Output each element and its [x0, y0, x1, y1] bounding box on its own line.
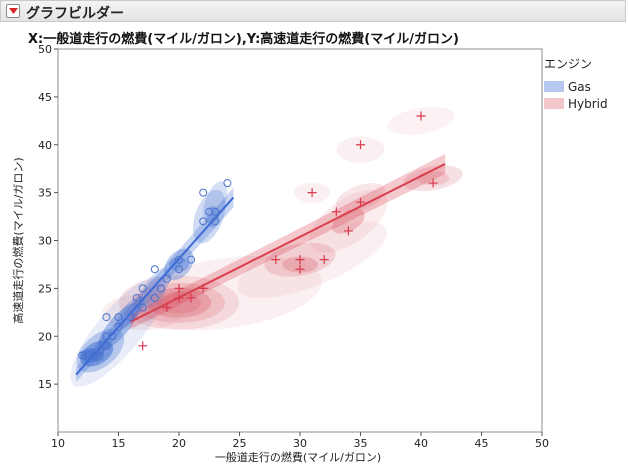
gas-point [102, 332, 111, 341]
y-axis-label: 高速道走行の燃費(マイル/ガロン) [11, 157, 25, 323]
hybrid-density-contour [237, 221, 387, 299]
gas-point [156, 284, 165, 293]
legend-label-hybrid: Hybrid [568, 96, 608, 111]
y-tick-label: 15 [38, 378, 52, 391]
hybrid-confidence-band [130, 154, 446, 330]
gas-density-contour [206, 205, 219, 228]
gas-density-contour [169, 257, 189, 272]
gas-point [114, 313, 123, 322]
gas-point [138, 303, 147, 312]
gas-point [150, 265, 159, 274]
hybrid-point [343, 226, 353, 236]
hybrid-density-contour [157, 291, 201, 314]
y-tick-label: 25 [38, 282, 52, 295]
hybrid-density-contour [133, 256, 322, 331]
hybrid-point [416, 111, 426, 121]
gas-point [114, 322, 123, 331]
gas-point [175, 255, 183, 264]
x-tick-label: 20 [172, 437, 186, 450]
hybrid-point [428, 178, 438, 188]
gas-point [132, 293, 141, 302]
y-tick-label: 20 [38, 330, 52, 343]
hybrid-point [331, 207, 341, 217]
hybrid-density-contour [403, 165, 463, 192]
y-tick-label: 40 [38, 139, 52, 152]
hybrid-point [186, 293, 196, 303]
hybrid-density-contour [387, 106, 455, 135]
hybrid-point [356, 140, 365, 150]
x-tick-label: 10 [51, 437, 65, 450]
hybrid-point [271, 255, 281, 265]
gas-point [175, 265, 183, 274]
gas-density-contour [164, 248, 194, 281]
y-tick-label: 35 [38, 187, 52, 200]
gas-point [90, 351, 99, 360]
gas-point [108, 332, 117, 341]
x-tick-label: 45 [475, 437, 489, 450]
x-tick-label: 50 [535, 437, 549, 450]
hybrid-point [138, 341, 148, 351]
hybrid-density-contour [335, 183, 386, 212]
gas-density-contour [192, 189, 226, 244]
gas-point [150, 293, 159, 302]
y-tick-label: 50 [38, 43, 52, 56]
hybrid-point [356, 197, 365, 207]
legend-item-hybrid[interactable]: Hybrid [544, 95, 608, 112]
gas-point [102, 341, 111, 350]
hybrid-point [198, 283, 208, 293]
x-tick-label: 15 [112, 437, 126, 450]
gas-point [138, 284, 147, 293]
gas-point [187, 255, 196, 264]
hybrid-point [295, 255, 305, 265]
y-tick-label: 45 [38, 91, 52, 104]
gas-point [162, 274, 171, 283]
hybrid-point [162, 303, 172, 313]
gas-point [126, 313, 135, 322]
legend: エンジン Gas Hybrid [544, 55, 608, 112]
hybrid-density-contour [282, 256, 318, 273]
gas-point [211, 217, 220, 226]
y-tick-label: 30 [38, 235, 52, 248]
hybrid-point [174, 293, 184, 303]
gas-point [211, 207, 220, 216]
legend-item-gas[interactable]: Gas [544, 78, 608, 95]
hybrid-point [307, 188, 317, 198]
legend-swatch-hybrid [544, 98, 564, 109]
gas-point [78, 351, 87, 360]
hybrid-point [174, 283, 184, 293]
header-title: グラフビルダー [26, 6, 124, 22]
graph-builder-header: グラフビルダー [0, 0, 626, 22]
gas-density-contour [203, 181, 228, 224]
gas-point [96, 346, 105, 355]
gas-point [84, 351, 93, 360]
x-tick-label: 25 [233, 437, 247, 450]
x-axis-label: 一般道走行の燃費(マイル/ガロン) [215, 450, 381, 464]
hybrid-fit-line [130, 163, 446, 323]
gas-fit-line [75, 196, 235, 376]
hybrid-point [319, 255, 329, 265]
hybrid-density-contour [336, 136, 385, 163]
legend-title: エンジン [544, 57, 593, 71]
gas-point [223, 179, 232, 188]
x-tick-label: 30 [293, 437, 307, 450]
legend-label-gas: Gas [568, 79, 591, 94]
gas-point [199, 217, 208, 226]
x-tick-label: 40 [414, 437, 428, 450]
hybrid-point [295, 264, 305, 274]
red-triangle-icon [9, 8, 18, 14]
hybrid-density-contour [332, 208, 365, 234]
legend-swatch-gas [544, 81, 564, 92]
gas-point [199, 188, 208, 197]
plot-frame [57, 48, 543, 433]
x-tick-label: 35 [354, 437, 368, 450]
hybrid-density-contour [309, 189, 388, 253]
gas-point [102, 313, 111, 322]
density-layer [70, 106, 463, 387]
disclosure-menu-button[interactable] [6, 4, 20, 18]
chart-title: X:一般道走行の燃費(マイル/ガロン),Y:高速道走行の燃費(マイル/ガロン) [28, 32, 459, 47]
gas-point [205, 207, 214, 216]
